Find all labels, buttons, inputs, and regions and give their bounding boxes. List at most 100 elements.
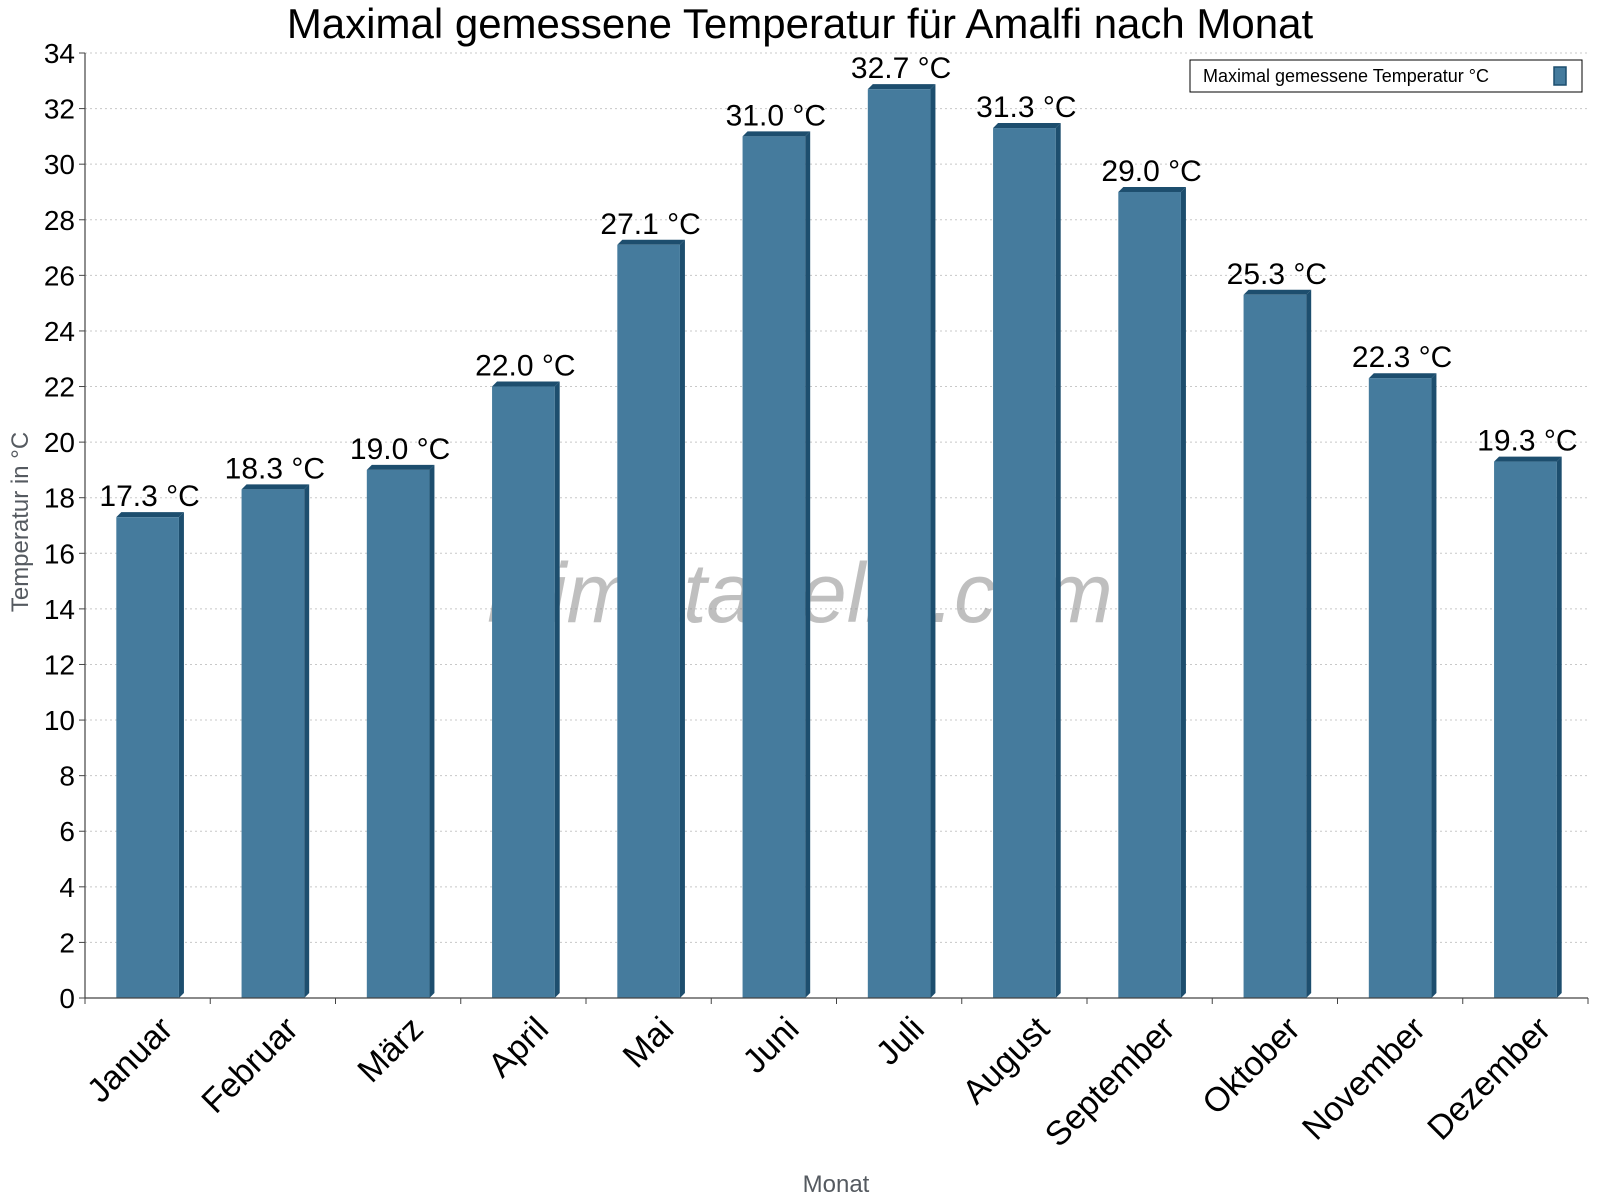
data-label: 19.0 °C bbox=[350, 433, 450, 466]
grid-lines bbox=[85, 52, 1588, 943]
x-tick-label: Juni bbox=[736, 1010, 807, 1081]
bar-side bbox=[930, 84, 936, 999]
y-tick-label: 22 bbox=[44, 372, 75, 403]
bar-front bbox=[617, 244, 680, 998]
y-tick-label: 8 bbox=[59, 761, 75, 792]
x-tick-label: Oktober bbox=[1195, 1010, 1307, 1122]
axes bbox=[84, 53, 1588, 999]
bar-top bbox=[1494, 456, 1562, 462]
y-tick-label: 4 bbox=[59, 872, 75, 903]
bar-side bbox=[429, 464, 435, 999]
y-tick-label: 32 bbox=[44, 94, 75, 125]
data-label: 27.1 °C bbox=[600, 208, 700, 241]
legend-entry-label: Maximal gemessene Temperatur °C bbox=[1203, 66, 1489, 86]
bar-top bbox=[241, 484, 310, 490]
bar-top bbox=[742, 131, 811, 137]
data-label: 25.3 °C bbox=[1227, 258, 1327, 291]
y-tick-label: 28 bbox=[44, 205, 75, 236]
bar-front bbox=[241, 489, 305, 998]
data-labels: 17.3 °C 18.3 °C 19.0 °C 22.0 °C 27.1 °C 31.0 … bbox=[99, 52, 1577, 513]
bar-side bbox=[304, 484, 310, 998]
data-label: 22.0 °C bbox=[475, 350, 575, 383]
x-tick-label: Juli bbox=[869, 1010, 932, 1073]
y-tick-label: 10 bbox=[44, 705, 75, 736]
x-tick-label: März bbox=[350, 1010, 430, 1090]
x-tick-label: April bbox=[481, 1010, 556, 1085]
bar-side bbox=[679, 239, 685, 998]
y-tick-label: 12 bbox=[44, 649, 75, 680]
bar-front bbox=[867, 89, 931, 999]
x-tick-label: November bbox=[1295, 1010, 1433, 1148]
chart-title: Maximal gemessene Temperatur für Amalfi … bbox=[287, 0, 1314, 47]
bar-top bbox=[867, 84, 936, 90]
bar-side bbox=[1180, 186, 1186, 998]
bars bbox=[116, 84, 1562, 999]
x-tick-label: Dezember bbox=[1420, 1010, 1558, 1148]
bar-front bbox=[1243, 294, 1307, 998]
x-tick-label: Mai bbox=[616, 1010, 682, 1076]
bar-top bbox=[366, 464, 435, 470]
data-label: 19.3 °C bbox=[1477, 425, 1577, 458]
data-label: 29.0 °C bbox=[1101, 155, 1201, 188]
x-tick-label: Februar bbox=[194, 1010, 305, 1121]
bar-front bbox=[1494, 461, 1557, 999]
bar-side bbox=[805, 131, 811, 999]
bar-side bbox=[1556, 456, 1562, 999]
bar-mai bbox=[617, 239, 685, 998]
bar-front bbox=[492, 386, 555, 998]
data-label: 31.3 °C bbox=[976, 91, 1076, 124]
bar-top bbox=[116, 512, 184, 518]
bar-side bbox=[1055, 123, 1061, 998]
x-tick-label: Januar bbox=[80, 1010, 180, 1110]
y-tick-label: 34 bbox=[44, 38, 75, 69]
bar-top bbox=[1118, 186, 1186, 192]
y-tick-label: 16 bbox=[44, 538, 75, 569]
x-tick-label: September bbox=[1038, 1010, 1182, 1154]
bar-front bbox=[366, 469, 430, 999]
bar-front bbox=[742, 136, 806, 999]
y-tick-label: 18 bbox=[44, 483, 75, 514]
x-tick-label: August bbox=[955, 1009, 1057, 1111]
bar-september bbox=[1118, 186, 1186, 998]
bar-juli bbox=[867, 84, 936, 999]
y-tick-label: 2 bbox=[59, 927, 75, 958]
bar-november bbox=[1368, 373, 1437, 998]
bar-dezember bbox=[1494, 456, 1562, 999]
y-tick-label: 14 bbox=[44, 594, 75, 625]
bar-top bbox=[1368, 373, 1437, 379]
y-tick-label: 6 bbox=[59, 816, 75, 847]
bar-märz bbox=[366, 464, 435, 999]
bar-juni bbox=[742, 131, 811, 999]
bar-side bbox=[1306, 289, 1312, 998]
legend-swatch bbox=[1553, 66, 1567, 86]
bar-front bbox=[1118, 191, 1181, 998]
data-label: 31.0 °C bbox=[726, 99, 826, 132]
bar-front bbox=[993, 128, 1056, 998]
legend: Maximal gemessene Temperatur °C bbox=[1189, 59, 1583, 93]
bar-august bbox=[993, 123, 1061, 998]
bar-side bbox=[554, 381, 560, 998]
bar-front bbox=[116, 517, 179, 998]
bar-top bbox=[492, 381, 560, 387]
y-tick-label: 30 bbox=[44, 149, 75, 180]
bar-top bbox=[993, 123, 1061, 129]
data-label: 18.3 °C bbox=[225, 452, 325, 485]
x-axis-title: Monat bbox=[803, 1171, 870, 1198]
bar-februar bbox=[241, 484, 310, 998]
y-tick-label: 26 bbox=[44, 260, 75, 291]
bar-side bbox=[1431, 373, 1437, 998]
y-tick-label: 24 bbox=[44, 316, 75, 347]
bar-oktober bbox=[1243, 289, 1312, 998]
y-axis-title: Temperatur in °C bbox=[7, 432, 34, 612]
bar-top bbox=[617, 239, 685, 245]
bar-april bbox=[492, 381, 560, 998]
data-label: 32.7 °C bbox=[851, 52, 951, 85]
x-axis-ticks: Januar Februar März April Mai Juni Juli AugustS… bbox=[80, 998, 1589, 1154]
y-tick-label: 0 bbox=[59, 983, 75, 1014]
data-label: 17.3 °C bbox=[99, 480, 199, 513]
legend-box bbox=[1189, 59, 1583, 93]
bar-januar bbox=[116, 512, 184, 998]
data-label: 22.3 °C bbox=[1352, 341, 1452, 374]
